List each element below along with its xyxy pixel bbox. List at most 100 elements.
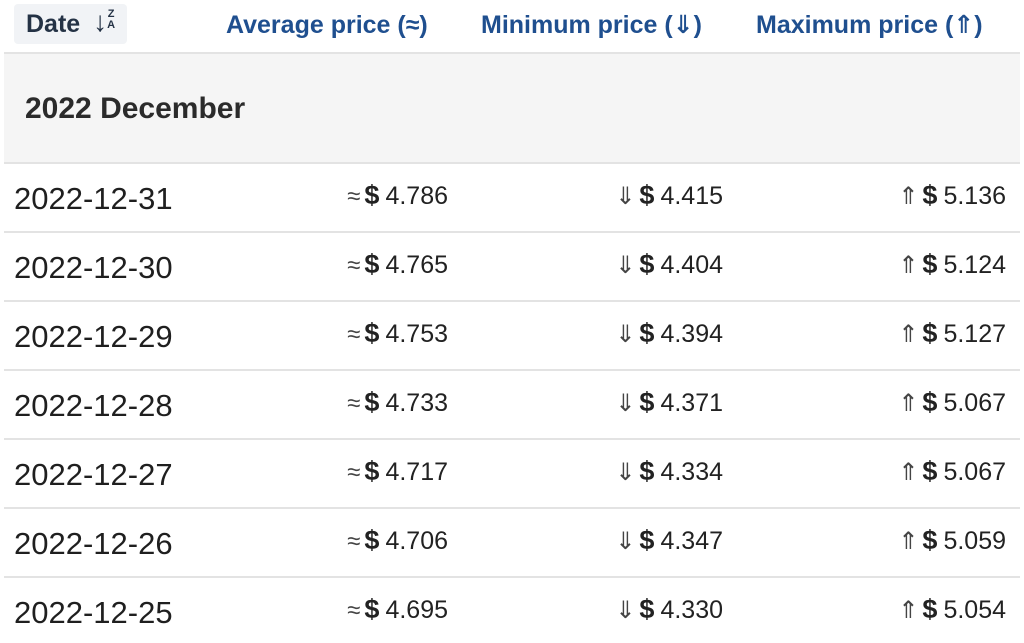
row-average-price: ≈ $4.706: [347, 509, 448, 576]
month-group-header: 2022 December: [4, 54, 1020, 164]
down-arrow-icon: ⇓: [615, 321, 636, 348]
row-minimum-price: ⇓ $4.330: [615, 578, 723, 643]
down-arrow-icon: ⇓: [615, 459, 636, 486]
up-arrow-icon: ⇑: [898, 183, 919, 210]
row-average-price: ≈ $4.765: [347, 233, 448, 300]
currency-symbol: $: [639, 594, 655, 624]
minimum-price-value: 4.415: [660, 182, 723, 210]
row-average-price: ≈ $4.786: [347, 164, 448, 231]
row-average-price: ≈ $4.733: [347, 371, 448, 438]
currency-symbol: $: [639, 456, 655, 486]
average-price-column-header[interactable]: Average price (≈): [226, 11, 428, 39]
average-price-value: 4.733: [385, 389, 448, 417]
up-arrow-icon: ⇑: [898, 252, 919, 279]
average-price-value: 4.695: [385, 596, 448, 624]
currency-symbol: $: [364, 180, 380, 210]
up-arrow-icon: ⇑: [898, 459, 919, 486]
row-minimum-price: ⇓ $4.334: [615, 440, 723, 507]
average-price-value: 4.786: [385, 182, 448, 210]
maximum-price-value: 5.127: [943, 320, 1006, 348]
minimum-price-value: 4.394: [660, 320, 723, 348]
row-minimum-price: ⇓ $4.371: [615, 371, 723, 438]
row-maximum-price: ⇑ $5.127: [898, 302, 1006, 369]
approx-icon: ≈: [347, 183, 361, 210]
currency-symbol: $: [639, 387, 655, 417]
currency-symbol: $: [364, 594, 380, 624]
currency-symbol: $: [922, 456, 938, 486]
currency-symbol: $: [364, 525, 380, 555]
maximum-price-value: 5.067: [943, 458, 1006, 486]
down-arrow-icon: ⇓: [615, 390, 636, 417]
approx-icon: ≈: [347, 459, 361, 486]
row-maximum-price: ⇑ $5.067: [898, 440, 1006, 507]
currency-symbol: $: [922, 387, 938, 417]
table-row: 2022-12-31 ≈ $4.786 ⇓ $4.415 ⇑ $5.136: [4, 164, 1020, 233]
row-maximum-price: ⇑ $5.067: [898, 371, 1006, 438]
average-price-value: 4.753: [385, 320, 448, 348]
table-row: 2022-12-27 ≈ $4.717 ⇓ $4.334 ⇑ $5.067: [4, 440, 1020, 509]
table-row: 2022-12-29 ≈ $4.753 ⇓ $4.394 ⇑ $5.127: [4, 302, 1020, 371]
currency-symbol: $: [639, 249, 655, 279]
approx-icon: ≈: [347, 528, 361, 555]
down-arrow-icon: ⇓: [615, 183, 636, 210]
minimum-price-value: 4.404: [660, 251, 723, 279]
maximum-price-value: 5.067: [943, 389, 1006, 417]
currency-symbol: $: [364, 249, 380, 279]
row-maximum-price: ⇑ $5.059: [898, 509, 1006, 576]
table-row: 2022-12-25 ≈ $4.695 ⇓ $4.330 ⇑ $5.054: [4, 578, 1020, 643]
up-arrow-icon: ⇑: [898, 321, 919, 348]
down-arrow-icon: ⇓: [615, 252, 636, 279]
row-date: 2022-12-29: [14, 319, 173, 354]
minimum-price-value: 4.371: [660, 389, 723, 417]
row-minimum-price: ⇓ $4.394: [615, 302, 723, 369]
table-body: 2022-12-31 ≈ $4.786 ⇓ $4.415 ⇑ $5.136 2022-12-3…: [4, 164, 1020, 643]
currency-symbol: $: [922, 180, 938, 210]
minimum-price-value: 4.330: [660, 596, 723, 624]
row-average-price: ≈ $4.753: [347, 302, 448, 369]
row-date: 2022-12-26: [14, 526, 173, 561]
approx-icon: ≈: [347, 321, 361, 348]
currency-symbol: $: [639, 180, 655, 210]
average-price-value: 4.717: [385, 458, 448, 486]
minimum-price-value: 4.334: [660, 458, 723, 486]
currency-symbol: $: [922, 249, 938, 279]
average-price-value: 4.765: [385, 251, 448, 279]
average-price-value: 4.706: [385, 527, 448, 555]
row-maximum-price: ⇑ $5.124: [898, 233, 1006, 300]
approx-icon: ≈: [347, 252, 361, 279]
row-maximum-price: ⇑ $5.136: [898, 164, 1006, 231]
currency-symbol: $: [922, 318, 938, 348]
row-average-price: ≈ $4.695: [347, 578, 448, 643]
currency-symbol: $: [639, 318, 655, 348]
row-date: 2022-12-25: [14, 595, 173, 630]
down-arrow-icon: ⇓: [615, 597, 636, 624]
minimum-price-value: 4.347: [660, 527, 723, 555]
row-minimum-price: ⇓ $4.415: [615, 164, 723, 231]
down-arrow-icon: ⇓: [615, 528, 636, 555]
month-group-title: 2022 December: [25, 92, 246, 125]
table-row: 2022-12-26 ≈ $4.706 ⇓ $4.347 ⇑ $5.059: [4, 509, 1020, 578]
currency-symbol: $: [922, 525, 938, 555]
maximum-price-value: 5.136: [943, 182, 1006, 210]
row-maximum-price: ⇑ $5.054: [898, 578, 1006, 643]
maximum-price-value: 5.059: [943, 527, 1006, 555]
maximum-price-value: 5.124: [943, 251, 1006, 279]
up-arrow-icon: ⇑: [898, 528, 919, 555]
maximum-price-column-header[interactable]: Maximum price (⇑): [756, 11, 983, 39]
row-date: 2022-12-28: [14, 388, 173, 423]
row-date: 2022-12-31: [14, 181, 173, 216]
currency-symbol: $: [639, 525, 655, 555]
currency-symbol: $: [922, 594, 938, 624]
row-date: 2022-12-27: [14, 457, 173, 492]
minimum-price-column-header[interactable]: Minimum price (⇓): [481, 11, 702, 39]
row-date: 2022-12-30: [14, 250, 173, 285]
up-arrow-icon: ⇑: [898, 390, 919, 417]
date-header-label: Date: [26, 10, 81, 38]
up-arrow-icon: ⇑: [898, 597, 919, 624]
